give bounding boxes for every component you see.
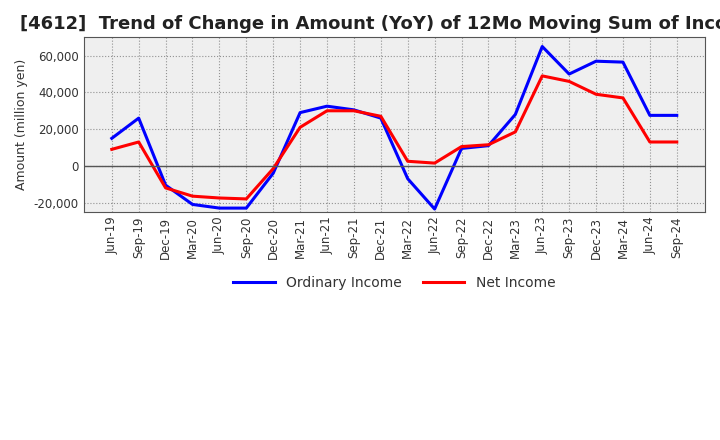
Net Income <box>511 129 520 135</box>
Net Income <box>242 196 251 202</box>
Ordinary Income <box>592 59 600 64</box>
Net Income <box>646 139 654 145</box>
Ordinary Income <box>646 113 654 118</box>
Ordinary Income <box>564 71 573 77</box>
Net Income <box>135 139 143 145</box>
Ordinary Income <box>377 115 385 121</box>
Net Income <box>269 166 277 171</box>
Ordinary Income <box>269 171 277 176</box>
Net Income <box>538 73 546 78</box>
Net Income <box>215 195 224 201</box>
Net Income <box>377 114 385 119</box>
Net Income <box>403 159 412 164</box>
Net Income <box>323 108 331 114</box>
Net Income <box>457 144 466 149</box>
Ordinary Income <box>672 113 681 118</box>
Y-axis label: Amount (million yen): Amount (million yen) <box>15 59 28 190</box>
Ordinary Income <box>296 110 305 115</box>
Net Income <box>672 139 681 145</box>
Ordinary Income <box>538 44 546 49</box>
Line: Ordinary Income: Ordinary Income <box>112 47 677 209</box>
Net Income <box>161 185 170 191</box>
Net Income <box>107 147 116 152</box>
Net Income <box>431 161 439 166</box>
Ordinary Income <box>161 183 170 188</box>
Net Income <box>592 92 600 97</box>
Ordinary Income <box>242 205 251 211</box>
Ordinary Income <box>107 136 116 141</box>
Net Income <box>564 79 573 84</box>
Net Income <box>188 194 197 199</box>
Ordinary Income <box>215 205 224 211</box>
Net Income <box>484 142 492 147</box>
Ordinary Income <box>431 206 439 212</box>
Net Income <box>618 95 627 101</box>
Ordinary Income <box>135 115 143 121</box>
Title: [4612]  Trend of Change in Amount (YoY) of 12Mo Moving Sum of Incomes: [4612] Trend of Change in Amount (YoY) o… <box>20 15 720 33</box>
Ordinary Income <box>403 176 412 181</box>
Ordinary Income <box>511 112 520 117</box>
Net Income <box>350 108 359 114</box>
Legend: Ordinary Income, Net Income: Ordinary Income, Net Income <box>228 271 561 296</box>
Ordinary Income <box>323 103 331 109</box>
Ordinary Income <box>484 143 492 148</box>
Line: Net Income: Net Income <box>112 76 677 199</box>
Ordinary Income <box>618 59 627 65</box>
Ordinary Income <box>188 202 197 207</box>
Ordinary Income <box>350 107 359 113</box>
Net Income <box>296 125 305 130</box>
Ordinary Income <box>457 146 466 151</box>
